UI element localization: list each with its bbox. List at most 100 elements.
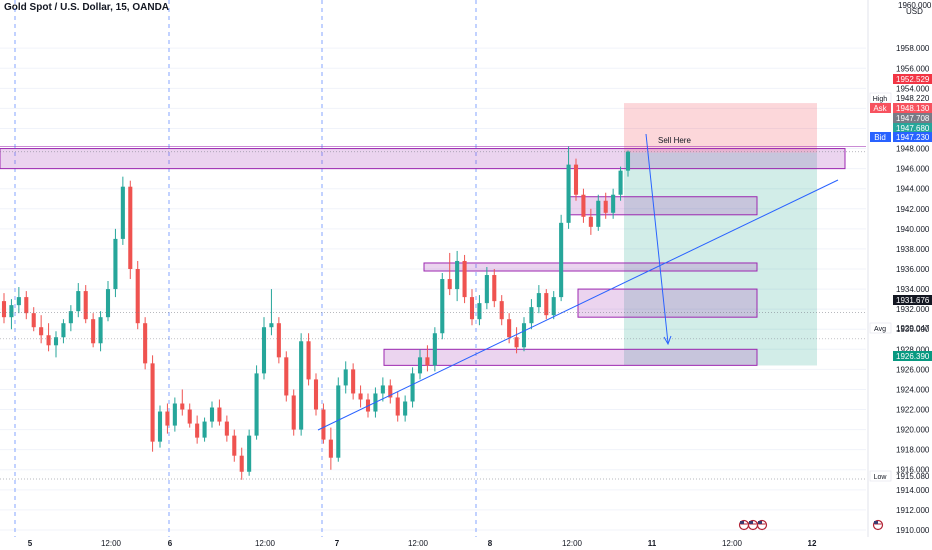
x-tick-label: 12:00 xyxy=(408,539,429,548)
candle-body xyxy=(76,291,81,312)
day-separators xyxy=(14,0,477,537)
drawings: Sell Here xyxy=(0,133,884,531)
candle-body xyxy=(105,289,111,318)
candle-body xyxy=(351,369,356,394)
candle-body xyxy=(16,297,21,306)
candle-body xyxy=(544,293,549,316)
candle-body xyxy=(180,403,185,410)
price-tag-text: Ask xyxy=(873,104,887,113)
y-tick-label: 1928.000 xyxy=(896,345,930,354)
y-tick-label: 1926.000 xyxy=(896,365,930,374)
candle-body xyxy=(492,275,497,302)
candle-body xyxy=(536,293,541,308)
candle-body xyxy=(596,200,601,227)
y-axis-top-label: 1960.000 xyxy=(898,1,932,10)
candle-body xyxy=(432,333,437,366)
price-badge xyxy=(893,103,932,113)
x-tick-label: 7 xyxy=(335,539,340,548)
candle-body xyxy=(507,319,512,338)
candle-body xyxy=(328,439,333,458)
candle-body xyxy=(440,279,445,334)
x-tick-label: 8 xyxy=(488,539,493,548)
grid-lines xyxy=(0,47,866,531)
candle-body xyxy=(83,291,88,320)
y-tick-label: 1938.000 xyxy=(896,245,930,254)
candle-body xyxy=(172,403,177,426)
candle-body xyxy=(484,275,489,304)
chart-title: Gold Spot / U.S. Dollar, 15, OANDA xyxy=(4,2,170,13)
candle-body xyxy=(128,186,133,270)
candle-body xyxy=(202,421,207,438)
candle-body xyxy=(269,323,274,328)
trendline xyxy=(317,179,839,431)
price-badge-text: 1947.230 xyxy=(896,133,930,142)
candle-body xyxy=(46,335,51,346)
y-tick-label: 1914.000 xyxy=(896,486,930,495)
candle-body xyxy=(187,409,192,424)
x-tick-label: 6 xyxy=(168,539,173,548)
price-tag-text: Avg xyxy=(874,326,886,333)
price-tag-badge xyxy=(870,103,891,113)
price-badge xyxy=(893,123,932,133)
y-tick-label: 1934.000 xyxy=(896,285,930,294)
y-tick-label: 1954.000 xyxy=(896,84,930,93)
candle-body xyxy=(143,323,148,364)
candle-body xyxy=(559,222,564,298)
price-badge-text: 1952.529 xyxy=(896,75,930,84)
candle-body xyxy=(1,301,7,318)
price-badges: 1952.5291948.220High1948.130Ask1947.7081… xyxy=(869,74,932,482)
candle-body xyxy=(499,301,504,320)
candle-body xyxy=(113,238,118,290)
candle-body xyxy=(98,317,103,344)
candle-body xyxy=(61,323,66,338)
candle-body xyxy=(232,435,237,456)
candle-body xyxy=(462,260,467,298)
x-tick-label: 12:00 xyxy=(562,539,583,548)
price-badge-text: 1948.130 xyxy=(896,104,930,113)
price-tag-text: Low xyxy=(874,474,888,481)
x-tick-label: 5 xyxy=(28,539,33,548)
candle-body xyxy=(343,369,348,386)
candle-body xyxy=(551,297,556,316)
y-tick-label: 1936.000 xyxy=(896,265,930,274)
price-tag-badge xyxy=(869,322,892,334)
candle-body xyxy=(31,313,36,328)
price-tag-text: Bid xyxy=(874,133,886,142)
price-tag-badge xyxy=(869,470,892,482)
candle-body xyxy=(299,341,304,430)
y-tick-label: 1944.000 xyxy=(896,185,930,194)
candle-body xyxy=(247,435,252,472)
candle-body xyxy=(209,407,215,422)
candle-body xyxy=(514,337,519,348)
candle-body xyxy=(380,385,385,394)
candle-body xyxy=(581,194,586,217)
y-tick-label: 1924.000 xyxy=(896,385,930,394)
candle-body xyxy=(395,397,400,416)
y-tick-label: 1930.000 xyxy=(896,325,930,334)
price-badge-text: 1947.680 xyxy=(896,124,930,133)
x-tick-label: 12:00 xyxy=(722,539,743,548)
candle-body xyxy=(425,357,430,366)
y-tick-label: 1932.000 xyxy=(896,305,930,314)
x-tick-label: 12 xyxy=(808,539,817,548)
y-tick-label: 1956.000 xyxy=(896,64,930,73)
candle-body xyxy=(24,297,29,314)
candle-body xyxy=(403,401,408,416)
y-tick-label: 1946.000 xyxy=(896,165,930,174)
candle-body xyxy=(529,307,534,324)
candle-body xyxy=(358,393,363,400)
sell-arrow xyxy=(645,133,669,344)
short-position-tool xyxy=(624,103,817,366)
sell-annotation: Sell Here xyxy=(658,136,691,145)
y-tick-label: 1912.000 xyxy=(896,506,930,515)
candle-body xyxy=(53,337,59,346)
price-badge xyxy=(893,351,932,361)
candle-body xyxy=(150,363,155,442)
y-tick-label: 1948.000 xyxy=(896,145,930,154)
candle-body xyxy=(306,341,311,380)
candle-body xyxy=(603,200,608,213)
us-flag-icon-canton xyxy=(874,521,878,524)
price-tag-text: High xyxy=(873,96,888,103)
candle-body xyxy=(611,194,616,213)
